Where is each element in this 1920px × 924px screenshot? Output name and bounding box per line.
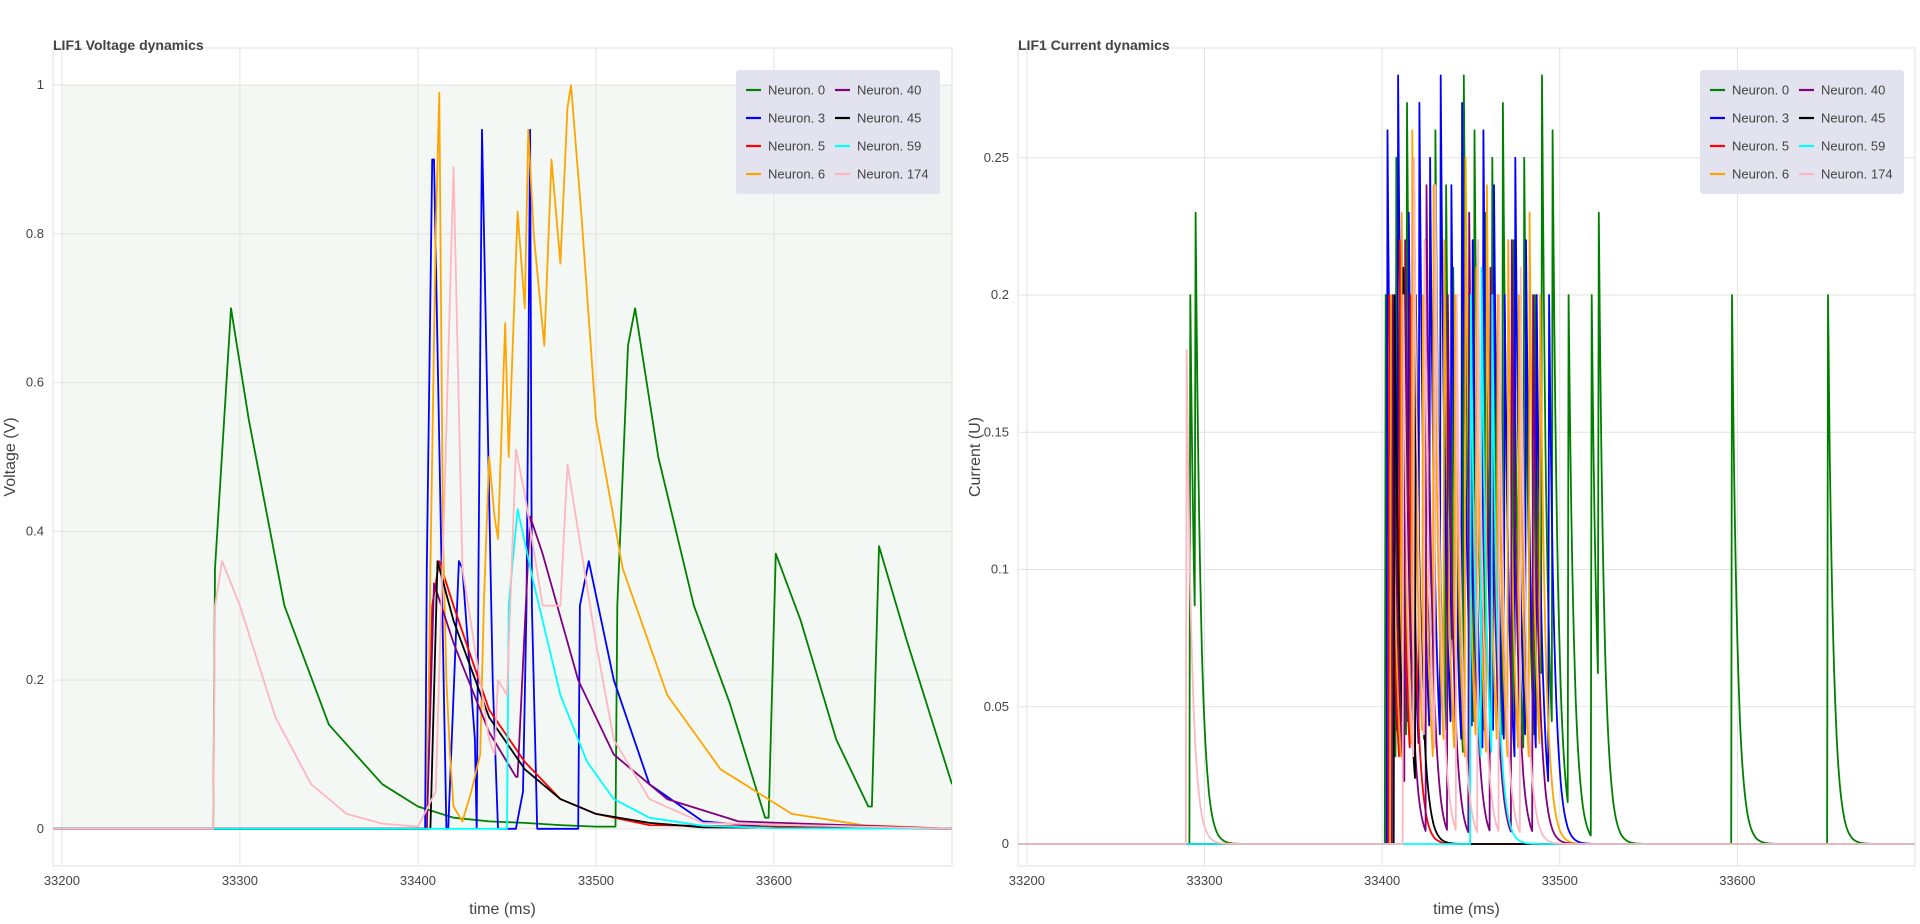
legend-label: Neuron. 6 (768, 167, 825, 182)
series-line-neuron-174 (1018, 156, 1915, 845)
series-line-neuron-45 (53, 560, 952, 830)
legend-label: Neuron. 59 (857, 139, 921, 154)
x-tick-label: 33300 (222, 873, 258, 888)
x-tick-label: 33200 (44, 873, 80, 888)
legend-entry-neuron-45: Neuron. 45 (1799, 111, 1885, 126)
current-legend: Neuron. 0 Neuron. 3 Neuron. 5 Neuron. 6 Neur… (1700, 70, 1904, 194)
y-tick-label: 0.8 (26, 226, 44, 241)
legend-entry-neuron-59: Neuron. 59 (835, 139, 921, 154)
legend-entry-neuron-6: Neuron. 6 (746, 167, 825, 182)
legend-label: Neuron. 0 (1732, 83, 1789, 98)
current-tick-labels: 33200 33300 33400 33500 33600 0 0.05 0.1 0.15 0.2… (984, 150, 1756, 888)
legend-entry-neuron-5: Neuron. 5 (1710, 139, 1789, 154)
voltage-legend: Neuron. 0 Neuron. 3 Neuron. 5 Neuron. 6 Neur… (736, 70, 940, 194)
voltage-chart-title: LIF1 Voltage dynamics (53, 37, 204, 53)
x-tick-label: 33300 (1186, 873, 1222, 888)
legend-entry-neuron-59: Neuron. 59 (1799, 139, 1885, 154)
legend-label: Neuron. 59 (1821, 139, 1885, 154)
legend-entry-neuron-40: Neuron. 40 (835, 83, 921, 98)
legend-label: Neuron. 45 (857, 111, 921, 126)
x-tick-label: 33400 (400, 873, 436, 888)
voltage-tick-labels: 33200 33300 33400 33500 33600 0 0.2 0.4 0.6 0.8 1 (26, 77, 792, 888)
y-tick-label: 1 (37, 77, 44, 92)
current-chart: 33200 33300 33400 33500 33600 0 0.05 0.1 0.15 0.2… (967, 37, 1916, 918)
y-tick-label: 0.15 (984, 424, 1009, 439)
y-tick-label: 0.6 (26, 375, 44, 390)
legend-label: Neuron. 174 (857, 167, 929, 182)
series-line-neuron-0 (53, 307, 952, 830)
legend-entry-neuron-0: Neuron. 0 (746, 83, 825, 98)
y-tick-label: 0 (37, 821, 44, 836)
legend-entry-neuron-0: Neuron. 0 (1710, 83, 1789, 98)
voltage-x-axis-label: time (ms) (469, 901, 536, 918)
legend-entry-neuron-6: Neuron. 6 (1710, 167, 1789, 182)
series-line-neuron-174 (53, 166, 952, 830)
voltage-plot-frame (52, 47, 953, 867)
voltage-chart: 33200 33300 33400 33500 3360000.20.40.60.81 … (2, 37, 953, 918)
legend-label: Neuron. 5 (768, 139, 825, 154)
voltage-y-axis-label: Voltage (V) (2, 417, 19, 496)
voltage-series-group (53, 84, 952, 830)
current-series-group (1018, 74, 1915, 845)
legend-label: Neuron. 5 (1732, 139, 1789, 154)
y-tick-label: 0.4 (26, 523, 44, 538)
current-y-axis-label: Current (U) (967, 417, 984, 497)
legend-entry-neuron-174: Neuron. 174 (1799, 167, 1893, 182)
x-tick-label: 33500 (1542, 873, 1578, 888)
legend-box (1700, 70, 1904, 194)
legend-box (736, 70, 940, 194)
legend-label: Neuron. 174 (1821, 167, 1893, 182)
y-tick-label: 0.1 (991, 562, 1009, 577)
legend-entry-neuron-174: Neuron. 174 (835, 167, 929, 182)
legend-label: Neuron. 45 (1821, 111, 1885, 126)
x-tick-label: 33600 (756, 873, 792, 888)
legend-label: Neuron. 3 (1732, 111, 1789, 126)
legend-label: Neuron. 0 (768, 83, 825, 98)
legend-label: Neuron. 3 (768, 111, 825, 126)
x-tick-label: 33500 (578, 873, 614, 888)
legend-entry-neuron-40: Neuron. 40 (1799, 83, 1885, 98)
x-tick-label: 33600 (1719, 873, 1755, 888)
legend-entry-neuron-3: Neuron. 3 (1710, 111, 1789, 126)
legend-label: Neuron. 6 (1732, 167, 1789, 182)
y-tick-label: 0 (1002, 836, 1009, 851)
y-tick-label: 0.05 (984, 699, 1009, 714)
x-tick-label: 33400 (1364, 873, 1400, 888)
legend-label: Neuron. 40 (1821, 83, 1885, 98)
x-tick-label: 33200 (1009, 873, 1045, 888)
y-tick-label: 0.2 (26, 672, 44, 687)
legend-entry-neuron-45: Neuron. 45 (835, 111, 921, 126)
legend-label: Neuron. 40 (857, 83, 921, 98)
y-tick-label: 0.25 (984, 150, 1009, 165)
series-line-neuron-6 (53, 84, 952, 830)
y-tick-label: 0.2 (991, 287, 1009, 302)
threshold-band (61, 85, 952, 829)
current-chart-title: LIF1 Current dynamics (1018, 37, 1170, 53)
current-x-axis-label: time (ms) (1433, 901, 1500, 918)
current-plot-frame (1017, 47, 1916, 867)
legend-entry-neuron-5: Neuron. 5 (746, 139, 825, 154)
legend-entry-neuron-3: Neuron. 3 (746, 111, 825, 126)
